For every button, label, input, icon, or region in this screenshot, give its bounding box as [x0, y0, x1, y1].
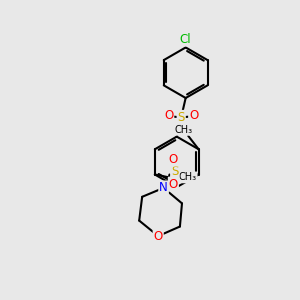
Text: Cl: Cl — [180, 33, 191, 46]
Text: O: O — [154, 230, 163, 242]
Text: O: O — [189, 109, 198, 122]
Text: CH₃: CH₃ — [178, 172, 197, 182]
Text: O: O — [169, 178, 178, 190]
Text: O: O — [169, 153, 178, 166]
Text: S: S — [178, 111, 185, 124]
Text: O: O — [164, 109, 173, 122]
Text: CH₃: CH₃ — [175, 125, 193, 135]
Text: S: S — [171, 165, 178, 178]
Text: N: N — [159, 182, 168, 194]
